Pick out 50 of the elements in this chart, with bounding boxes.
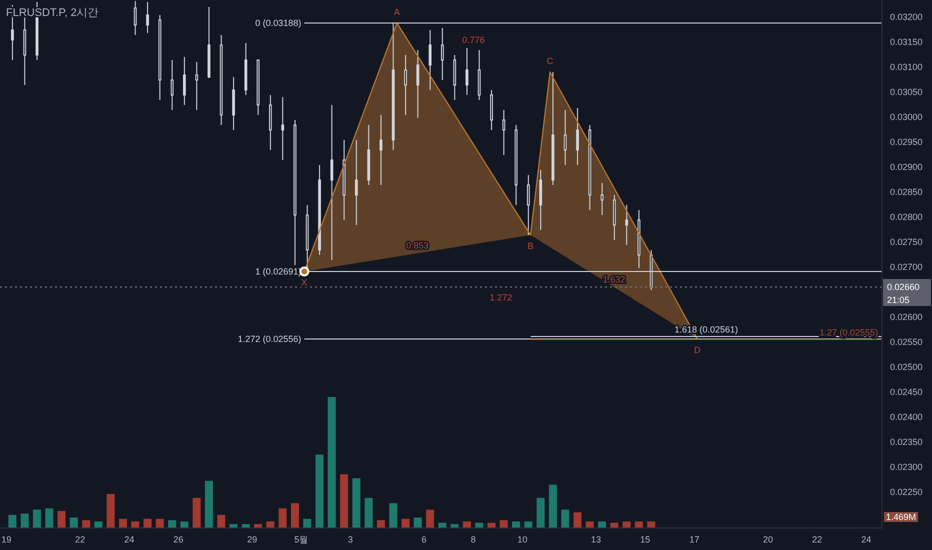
annotation: D (694, 345, 702, 355)
ref-line-label: 1.272 (0.02556) (238, 334, 302, 344)
y-tick-label: 0.02800 (890, 212, 923, 222)
x-tick-label: 6 (422, 534, 427, 544)
text: 1.469M (884, 512, 918, 522)
y-tick-label: 0.03050 (890, 87, 923, 98)
y-tick-label: 0.02350 (890, 437, 923, 448)
annotation: 1.632 (602, 274, 626, 284)
text: 21:05 (887, 295, 910, 305)
y-tick-label: 0.02550 (890, 337, 923, 348)
y-tick-label: 0.02900 (890, 162, 923, 172)
x-tick-label: 17 (689, 534, 700, 544)
x-tick-label: 22 (75, 534, 86, 544)
x-tick-label: 13 (591, 534, 602, 544)
annotation: B (528, 241, 534, 251)
y-tick-label: 0.03200 (890, 12, 923, 22)
x-tick-label: 22 (812, 534, 822, 544)
x-tick-label: 24 (124, 534, 134, 544)
y-tick-label: 0.02500 (890, 362, 923, 372)
y-tick-label: 0.02850 (890, 187, 923, 198)
y-tick-label: 0.02400 (890, 412, 923, 422)
x-tick-label: 19 (1, 534, 12, 544)
x-tick-label: 5월 (294, 534, 308, 544)
ref-line-label: 0 (0.03188) (255, 18, 302, 28)
y-tick-label: 0.03150 (890, 37, 923, 48)
y-tick-label: 0.03000 (890, 112, 923, 122)
y-tick-label: 0.02450 (890, 387, 923, 398)
x-tick-label: 24 (861, 534, 872, 544)
y-tick-label: 0.02250 (890, 487, 923, 498)
annotation: C (546, 56, 554, 66)
y-tick-label: 0.02950 (890, 137, 923, 148)
annotation: A (394, 7, 400, 17)
annotation: 0.853 (406, 240, 429, 251)
x-tick-label: 10 (517, 534, 528, 544)
x-tick-label: 29 (247, 534, 258, 544)
ref-line-label: 1.27 (0.02555) (819, 328, 878, 338)
y-tick-label: 0.02300 (890, 462, 923, 472)
y-tick-label: 0.02750 (890, 237, 923, 248)
annotation: 0.776 (462, 34, 485, 45)
y-tick-label: 0.02700 (890, 262, 923, 272)
x-tick-label: 8 (470, 534, 476, 544)
x-tick-label: 20 (763, 534, 774, 544)
x-tick-label: 26 (173, 534, 184, 544)
annotation: X (301, 278, 308, 288)
x-tick-label: 15 (640, 534, 650, 544)
y-tick-label: 0.03100 (890, 62, 923, 72)
x-tick-label: 3 (348, 534, 353, 544)
annotation: 1.272 (490, 292, 512, 303)
ref-line-label: 0.02660 (887, 282, 920, 292)
y-tick-label: 0.02600 (890, 312, 923, 322)
